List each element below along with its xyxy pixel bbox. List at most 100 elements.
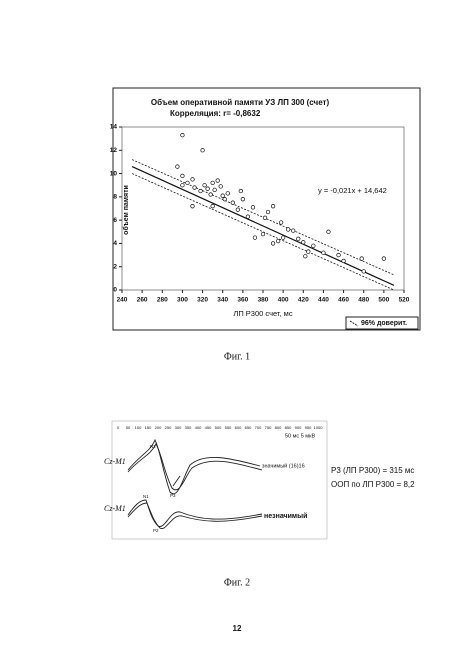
data-point bbox=[235, 207, 240, 212]
data-point bbox=[238, 188, 243, 194]
peak-label: P3 bbox=[170, 493, 176, 498]
data-point bbox=[278, 220, 284, 225]
timeline-label: 250 bbox=[165, 425, 172, 430]
data-point bbox=[359, 256, 364, 261]
x-tick-label: 440 bbox=[318, 297, 329, 304]
equation: y = -0,021x + 14,642 bbox=[318, 186, 387, 195]
data-point bbox=[260, 231, 266, 237]
data-point bbox=[200, 148, 205, 153]
trace-label: незначимый bbox=[264, 512, 307, 520]
data-point bbox=[291, 228, 296, 233]
timeline-label: 50 bbox=[126, 425, 131, 430]
timeline-label: 0 bbox=[117, 425, 120, 430]
result-text: Р3 (ЛП Р300) = 315 мс bbox=[331, 466, 414, 475]
timeline-label: 450 bbox=[205, 425, 212, 430]
plot-area bbox=[121, 126, 405, 291]
data-point bbox=[250, 205, 256, 210]
x-tick-label: 520 bbox=[399, 297, 410, 304]
timeline-label: 400 bbox=[195, 425, 202, 430]
timeline-label: 750 bbox=[265, 425, 272, 430]
waveform bbox=[127, 502, 263, 530]
data-point bbox=[205, 186, 210, 191]
y-axis-label: объем памяти bbox=[122, 185, 130, 235]
data-point bbox=[275, 238, 281, 244]
legend-label: 96% доверит. bbox=[361, 320, 407, 327]
data-point bbox=[192, 185, 197, 190]
data-point bbox=[270, 241, 276, 246]
legend-box bbox=[345, 316, 419, 330]
y-tick-label: 6 bbox=[113, 217, 117, 224]
data-point bbox=[240, 197, 246, 202]
data-point bbox=[185, 180, 190, 186]
timeline-label: 500 bbox=[215, 425, 222, 430]
data-point bbox=[215, 178, 220, 183]
data-point bbox=[210, 180, 215, 186]
timeline-label: 150 bbox=[145, 425, 152, 430]
data-point bbox=[218, 184, 223, 189]
x-tick-label: 460 bbox=[338, 297, 349, 304]
y-tick-label: 8 bbox=[113, 194, 117, 201]
peak-label: N2 bbox=[150, 444, 156, 449]
data-point bbox=[198, 188, 203, 194]
page-number: 12 bbox=[233, 624, 242, 633]
timeline-label: 900 bbox=[295, 425, 302, 430]
x-tick-label: 340 bbox=[217, 297, 228, 304]
data-point bbox=[270, 204, 276, 209]
peak-label: P2 bbox=[153, 528, 159, 533]
x-tick-label: 280 bbox=[157, 297, 168, 304]
confidence-band bbox=[131, 159, 395, 276]
arrow bbox=[172, 475, 181, 487]
data-point bbox=[202, 183, 207, 188]
timeline-label: 950 bbox=[305, 425, 312, 430]
timeline-label: 200 bbox=[155, 425, 162, 430]
data-point bbox=[311, 243, 316, 248]
timeline-label: 1000 bbox=[314, 425, 324, 430]
data-point bbox=[286, 227, 291, 232]
trace-label: значимый (16)16 bbox=[262, 462, 305, 469]
waveform bbox=[127, 443, 263, 491]
data-point bbox=[361, 269, 366, 274]
timeline-label: 350 bbox=[185, 425, 192, 430]
lead-label: Cz-M1 bbox=[104, 457, 126, 466]
y-tick-label: 2 bbox=[113, 263, 117, 270]
timeline-label: 800 bbox=[275, 425, 282, 430]
data-point bbox=[180, 132, 185, 138]
peak-label: N1 bbox=[143, 494, 149, 499]
x-axis-label: ЛП Р300 счет, мс bbox=[233, 309, 292, 318]
y-tick-label: 4 bbox=[113, 240, 117, 247]
waveform bbox=[127, 438, 261, 495]
data-point bbox=[245, 214, 251, 219]
data-point bbox=[190, 177, 195, 182]
waveform bbox=[127, 499, 263, 527]
data-point bbox=[306, 249, 311, 254]
result-text: ООП по ЛП Р300 = 8,2 bbox=[331, 480, 415, 489]
data-point bbox=[230, 200, 235, 205]
data-point bbox=[262, 215, 268, 220]
data-point bbox=[341, 258, 346, 264]
chart-title: Объем оперативной памяти УЗ ЛП 300 (счет… bbox=[151, 98, 330, 107]
fig2-frame bbox=[111, 420, 328, 540]
data-point bbox=[336, 252, 341, 258]
y-tick-label: 12 bbox=[110, 147, 118, 154]
data-point bbox=[252, 235, 258, 240]
data-point bbox=[190, 204, 195, 209]
data-point bbox=[301, 240, 306, 245]
figure-caption: Фиг. 1 bbox=[224, 351, 250, 362]
data-point bbox=[225, 191, 230, 196]
y-tick-label: 14 bbox=[110, 124, 118, 131]
x-tick-label: 360 bbox=[237, 297, 248, 304]
data-point bbox=[175, 164, 180, 169]
trend-line bbox=[131, 166, 395, 286]
chart-frame bbox=[112, 87, 421, 331]
x-tick-label: 300 bbox=[177, 297, 188, 304]
x-tick-label: 380 bbox=[258, 297, 269, 304]
legend-swatch bbox=[349, 320, 359, 327]
x-tick-label: 400 bbox=[278, 297, 289, 304]
data-point bbox=[326, 229, 331, 234]
timeline-label: 300 bbox=[175, 425, 182, 430]
timeline-label: 100 bbox=[135, 425, 142, 430]
data-point bbox=[210, 204, 215, 209]
x-tick-label: 320 bbox=[197, 297, 208, 304]
x-tick-label: 480 bbox=[358, 297, 369, 304]
